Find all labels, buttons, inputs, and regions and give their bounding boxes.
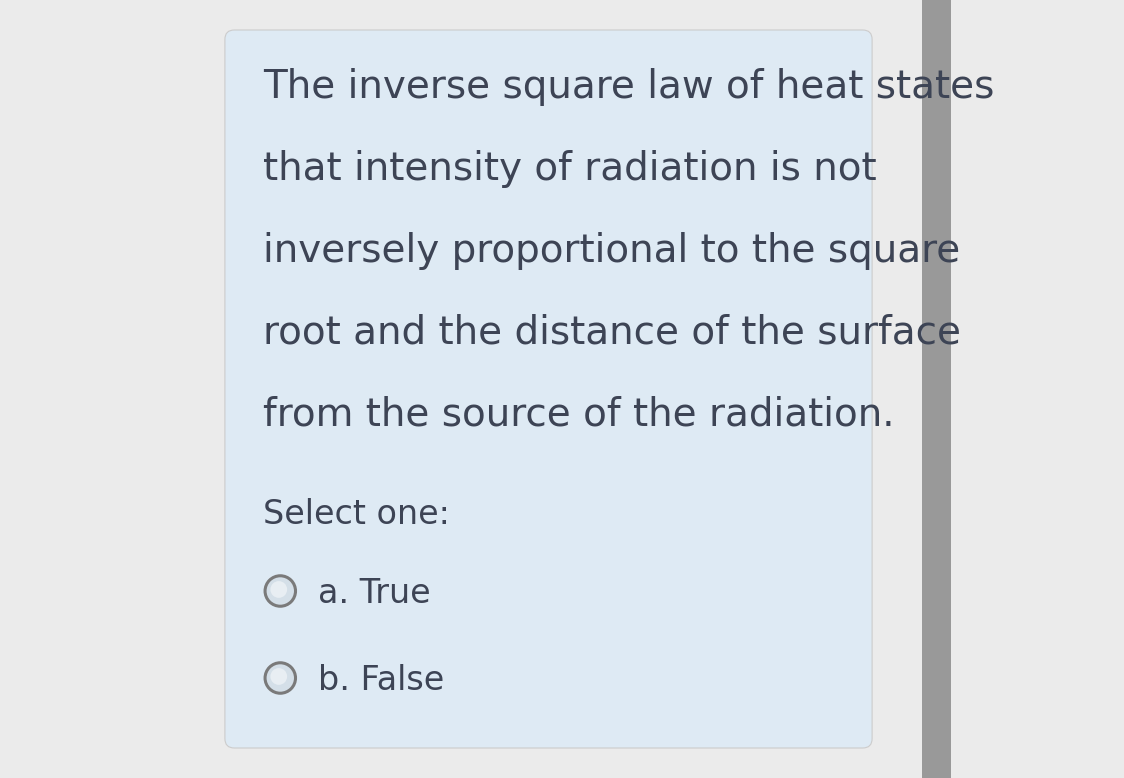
- Text: a. True: a. True: [318, 577, 430, 610]
- Circle shape: [271, 668, 287, 685]
- FancyBboxPatch shape: [225, 30, 872, 748]
- FancyBboxPatch shape: [922, 0, 951, 778]
- Text: root and the distance of the surface: root and the distance of the surface: [263, 314, 961, 352]
- Circle shape: [271, 581, 287, 598]
- Circle shape: [265, 663, 296, 693]
- Text: from the source of the radiation.: from the source of the radiation.: [263, 396, 895, 434]
- Text: The inverse square law of heat states: The inverse square law of heat states: [263, 68, 995, 106]
- Text: that intensity of radiation is not: that intensity of radiation is not: [263, 150, 877, 188]
- Text: Select one:: Select one:: [263, 498, 450, 531]
- Circle shape: [265, 576, 296, 606]
- Text: inversely proportional to the square: inversely proportional to the square: [263, 232, 960, 270]
- Text: b. False: b. False: [318, 664, 445, 697]
